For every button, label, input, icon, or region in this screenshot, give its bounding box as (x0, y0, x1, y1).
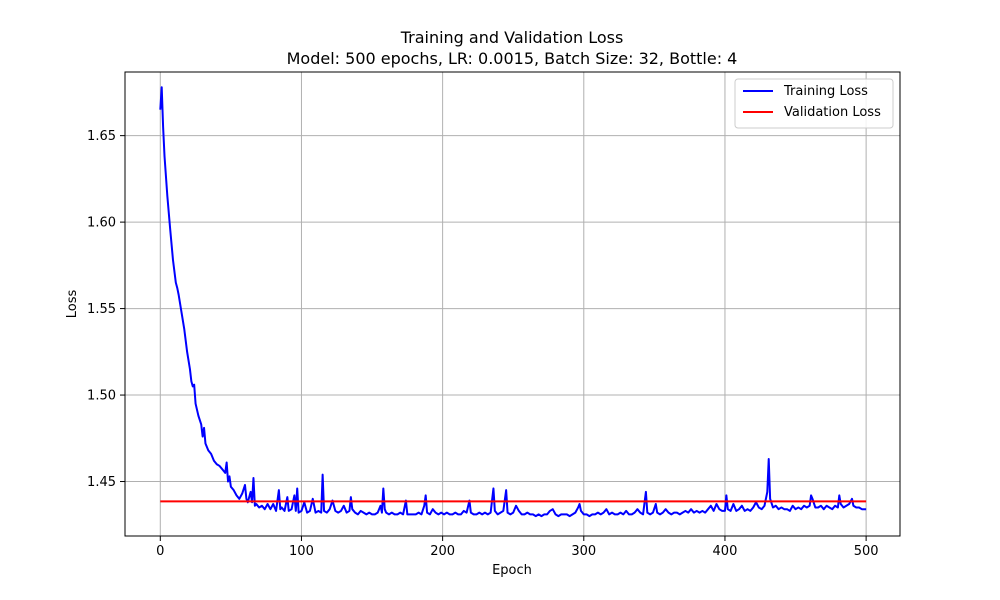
x-axis-label: Epoch (492, 563, 532, 578)
training-loss-line (159, 86, 867, 518)
y-tick-label: 1.65 (87, 129, 116, 144)
x-tick-label: 200 (430, 544, 455, 559)
y-tick-label: 1.50 (87, 389, 116, 404)
x-tick-label: 300 (571, 544, 596, 559)
axis-ticks: 0 100 200 300 400 500 1.45 1.50 1.55 1.60 1.65 (87, 129, 878, 559)
legend-label-training: Training Loss (783, 84, 868, 99)
y-tick-label: 1.60 (87, 216, 116, 231)
series-layer (159, 86, 867, 518)
x-tick-label: 100 (289, 544, 314, 559)
y-axis-label: Loss (65, 290, 80, 319)
x-tick-label: 500 (854, 544, 879, 559)
legend: Training Loss Validation Loss (734, 78, 894, 129)
chart-subtitle: Model: 500 epochs, LR: 0.0015, Batch Siz… (287, 49, 738, 68)
y-tick-label: 1.55 (87, 302, 116, 317)
legend-frame (734, 78, 894, 129)
grid-lines (125, 72, 900, 536)
chart-title: Training and Validation Loss (400, 28, 624, 47)
legend-label-validation: Validation Loss (784, 105, 881, 120)
x-tick-label: 0 (156, 544, 164, 559)
y-tick-label: 1.45 (87, 475, 116, 490)
plot-area-frame (124, 71, 901, 537)
x-tick-label: 400 (713, 544, 738, 559)
